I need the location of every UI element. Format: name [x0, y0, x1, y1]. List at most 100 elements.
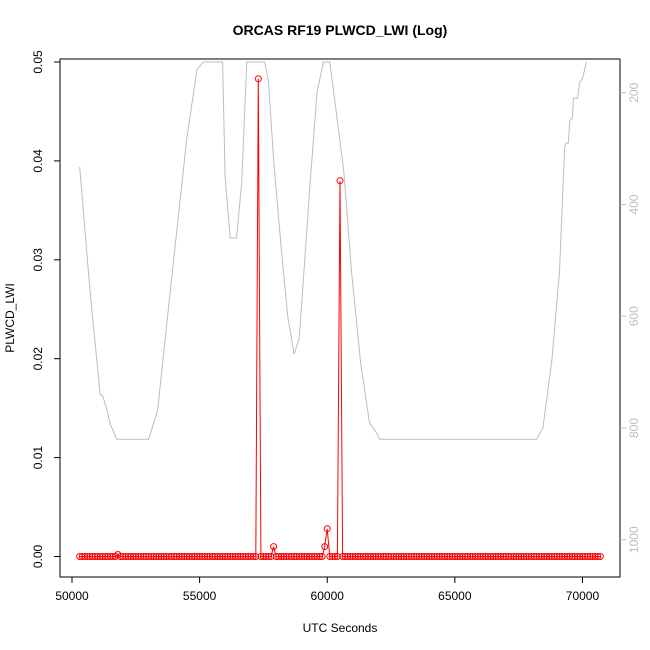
plwcd-lwi-series — [76, 75, 604, 560]
data-point — [183, 553, 191, 560]
data-point — [372, 553, 380, 560]
data-point — [374, 553, 382, 560]
data-point — [321, 543, 329, 551]
data-point — [262, 553, 270, 560]
x-tick-label: 55000 — [183, 589, 217, 603]
data-point — [471, 553, 479, 560]
data-point — [313, 553, 321, 560]
data-point — [346, 553, 354, 560]
data-point — [520, 553, 528, 560]
chart-title: ORCAS RF19 PLWCD_LWI (Log) — [233, 22, 448, 38]
data-point — [275, 553, 283, 560]
data-point — [487, 553, 495, 560]
data-point — [438, 553, 446, 560]
data-point — [259, 553, 267, 560]
data-point — [76, 553, 84, 560]
data-point — [318, 553, 326, 560]
data-point — [461, 553, 469, 560]
data-point — [81, 553, 89, 560]
data-point — [527, 553, 535, 560]
data-point — [499, 553, 507, 560]
data-point — [594, 553, 602, 560]
data-point — [356, 553, 364, 560]
data-point — [221, 553, 229, 560]
data-point — [466, 553, 474, 560]
data-point — [88, 553, 96, 560]
data-point — [397, 553, 405, 560]
data-point — [451, 553, 459, 560]
data-point — [208, 553, 216, 560]
data-point — [441, 553, 449, 560]
data-point — [237, 553, 244, 560]
data-point — [206, 553, 214, 560]
data-point — [369, 553, 377, 560]
data-point — [484, 553, 492, 560]
data-point — [127, 553, 135, 560]
data-point — [425, 553, 433, 560]
data-point — [119, 553, 127, 560]
data-point — [288, 553, 295, 560]
data-point — [479, 553, 487, 560]
data-point — [423, 553, 431, 560]
data-point — [561, 553, 569, 560]
data-point — [311, 553, 318, 560]
data-point — [476, 553, 484, 560]
data-point — [339, 553, 347, 560]
data-point — [533, 553, 540, 560]
data-point — [591, 553, 599, 560]
data-point — [106, 553, 114, 560]
data-point — [239, 553, 247, 560]
data-point — [226, 553, 234, 560]
data-point — [198, 553, 206, 560]
data-point — [196, 553, 204, 560]
data-point — [140, 553, 147, 560]
data-point — [415, 553, 423, 560]
data-point — [377, 553, 385, 560]
data-point — [596, 553, 604, 560]
data-point — [316, 553, 324, 560]
data-point — [152, 553, 160, 560]
data-point — [267, 553, 275, 560]
data-point — [155, 553, 163, 560]
data-point — [303, 553, 311, 560]
data-point — [193, 553, 201, 560]
data-point — [387, 553, 395, 560]
data-point — [573, 553, 581, 560]
data-point — [453, 553, 461, 560]
y-tick-label: 0.05 — [31, 50, 45, 74]
data-point — [556, 553, 563, 560]
data-point — [349, 553, 357, 560]
data-point — [247, 553, 255, 560]
data-point — [229, 553, 237, 560]
data-point — [162, 553, 170, 560]
data-point — [402, 553, 410, 560]
data-point — [459, 553, 466, 560]
data-point — [586, 553, 594, 560]
data-point — [408, 553, 415, 560]
data-point — [400, 553, 408, 560]
data-point — [584, 553, 592, 560]
data-point — [191, 553, 198, 560]
data-point — [494, 553, 502, 560]
data-point — [211, 553, 219, 560]
data-point — [492, 553, 500, 560]
data-point — [413, 553, 421, 560]
data-point — [134, 553, 142, 560]
data-point — [295, 553, 303, 560]
data-point — [489, 553, 497, 560]
data-point — [420, 553, 428, 560]
plwcd-lwi-line — [79, 78, 601, 557]
data-point — [86, 553, 94, 560]
data-point — [132, 553, 140, 560]
data-point — [185, 553, 193, 560]
data-point — [359, 553, 367, 560]
data-point — [550, 553, 558, 560]
data-point — [367, 553, 375, 560]
data-point — [122, 553, 130, 560]
data-point — [150, 553, 158, 560]
data-point — [323, 525, 331, 533]
data-point — [165, 553, 173, 560]
data-point — [331, 553, 339, 560]
data-point — [124, 553, 132, 560]
